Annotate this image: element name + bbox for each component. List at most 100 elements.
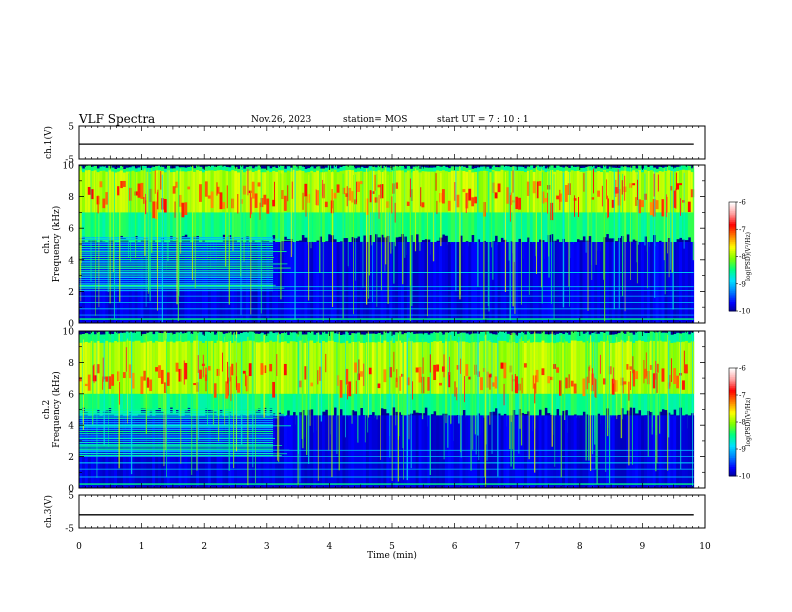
colorbar-2: -6 -7 -8 -9 -10 log(PSD)(V²/Hz) xyxy=(728,365,752,481)
spectrogram-cell xyxy=(301,415,305,488)
spectrogram-cell xyxy=(403,415,408,488)
spectrogram-cell xyxy=(242,370,247,374)
spectrogram-cell xyxy=(415,170,419,213)
spectrogram-cell xyxy=(649,242,654,323)
spectrogram-cell xyxy=(166,372,171,386)
colorbar-label: log(PSD)(V²/Hz) xyxy=(745,232,752,281)
spectrogram-cell xyxy=(585,171,589,213)
colorbar-cell xyxy=(729,468,736,472)
x-tick-label: 3 xyxy=(264,542,270,552)
spectrogram-cell xyxy=(354,415,358,488)
spectrogram-cell xyxy=(377,242,381,323)
spectrogram-cell xyxy=(357,171,361,213)
colorbar-cell xyxy=(729,309,736,312)
y-axis-label: ch.1 xyxy=(42,234,52,253)
spectrogram-cell xyxy=(260,242,264,323)
spectrogram-cell xyxy=(345,368,349,385)
spectrogram-cell xyxy=(324,415,329,488)
spectrogram-cell xyxy=(406,415,411,488)
spectrogram-cell xyxy=(515,170,519,213)
spectrogram-cell xyxy=(122,341,127,394)
spectrogram-cell xyxy=(544,168,548,259)
spectrogram-cell xyxy=(225,341,229,394)
spectrogram-cell xyxy=(465,415,469,488)
spectrogram-cell xyxy=(658,242,662,323)
colorbar-cell xyxy=(729,380,736,383)
spectrogram-cell xyxy=(462,415,466,488)
spectrogram-cell xyxy=(687,170,692,213)
spectrogram-cell xyxy=(450,340,455,394)
colorbar-tick-label: -8 xyxy=(739,419,746,427)
spectrogram-cell xyxy=(336,415,340,488)
colorbar-cell xyxy=(729,243,736,247)
spectrogram-cell xyxy=(313,415,317,488)
spectrogram-cell xyxy=(491,415,496,488)
y-axis-label: ch.3(V) xyxy=(43,495,54,528)
spectrogram-cell xyxy=(670,242,674,323)
spectrogram-cell xyxy=(266,242,270,323)
spectrogram-cell xyxy=(488,415,493,488)
colorbar-cell xyxy=(729,261,736,265)
spectrogram-cell xyxy=(275,171,279,213)
spectrogram-cell xyxy=(278,342,282,394)
spectrogram-cell xyxy=(237,342,241,394)
spectrogram-cell xyxy=(172,342,177,394)
y-tick-label: 6 xyxy=(68,390,74,400)
spectrogram-cell xyxy=(412,242,417,323)
spectrogram-cell xyxy=(403,341,408,394)
colorbar-cell xyxy=(729,221,736,225)
spectrogram-cell xyxy=(321,242,326,323)
colorbar-cell xyxy=(729,409,736,412)
spectrogram-cell xyxy=(102,170,106,213)
colorbar-cell xyxy=(729,209,736,212)
spectrogram-cell xyxy=(579,242,583,323)
spectrogram-cell xyxy=(146,341,150,394)
spectrogram-cell xyxy=(515,196,519,210)
spectrogram-cell xyxy=(576,341,580,394)
spectrogram-cell xyxy=(614,187,619,194)
spectrogram-cell xyxy=(608,366,613,375)
spectrogram-cell xyxy=(635,242,639,323)
spectrogram-cell xyxy=(137,242,141,323)
spectrogram-cell xyxy=(523,242,528,323)
spectrogram-cell xyxy=(111,342,115,394)
spectrogram-cell xyxy=(614,380,619,392)
spectrogram-cell xyxy=(406,201,411,206)
colorbar-cell xyxy=(729,245,736,248)
spectrogram-cell xyxy=(559,193,563,202)
spectrogram-cell xyxy=(670,415,674,488)
spectrogram-cell xyxy=(523,415,528,488)
spectrogram-cell xyxy=(213,383,217,398)
colorbar-cell xyxy=(729,398,736,401)
spectrogram-cell xyxy=(163,242,168,323)
spectrogram-cell xyxy=(415,367,419,373)
spectrogram-cell xyxy=(643,415,648,488)
spectrogram-cell xyxy=(119,170,124,213)
spectrogram-cell xyxy=(149,379,153,392)
colorbar-cell xyxy=(729,271,736,274)
spectrogram-cell xyxy=(468,342,472,394)
spectrogram-cell xyxy=(310,415,314,488)
spectrogram-cell xyxy=(427,415,431,488)
spectrogram-cell xyxy=(611,199,616,208)
spectrogram-cell xyxy=(433,171,437,213)
panel-4: 5 -5 ch.3(V) xyxy=(43,492,706,535)
spectrogram-cell xyxy=(199,341,203,394)
colorbar-cell xyxy=(729,251,736,254)
spectrogram-cell xyxy=(430,242,434,323)
spectrogram-cell xyxy=(219,192,223,210)
spectrogram-cell xyxy=(401,415,405,488)
spectrogram-cell xyxy=(333,242,338,323)
spectrogram-cell xyxy=(676,183,680,190)
spectrogram-cell xyxy=(386,415,390,488)
spectrogram-cell xyxy=(386,341,390,394)
spectrogram-cell xyxy=(547,415,551,488)
spectrogram-cell xyxy=(342,187,346,195)
y-tick-label: 10 xyxy=(63,162,75,172)
spectrogram-cell xyxy=(368,367,373,375)
spectrogram-cell xyxy=(242,185,247,195)
colorbar-cell xyxy=(729,425,736,428)
spectrogram-cell xyxy=(125,171,130,213)
spectrogram-cell xyxy=(389,242,393,323)
